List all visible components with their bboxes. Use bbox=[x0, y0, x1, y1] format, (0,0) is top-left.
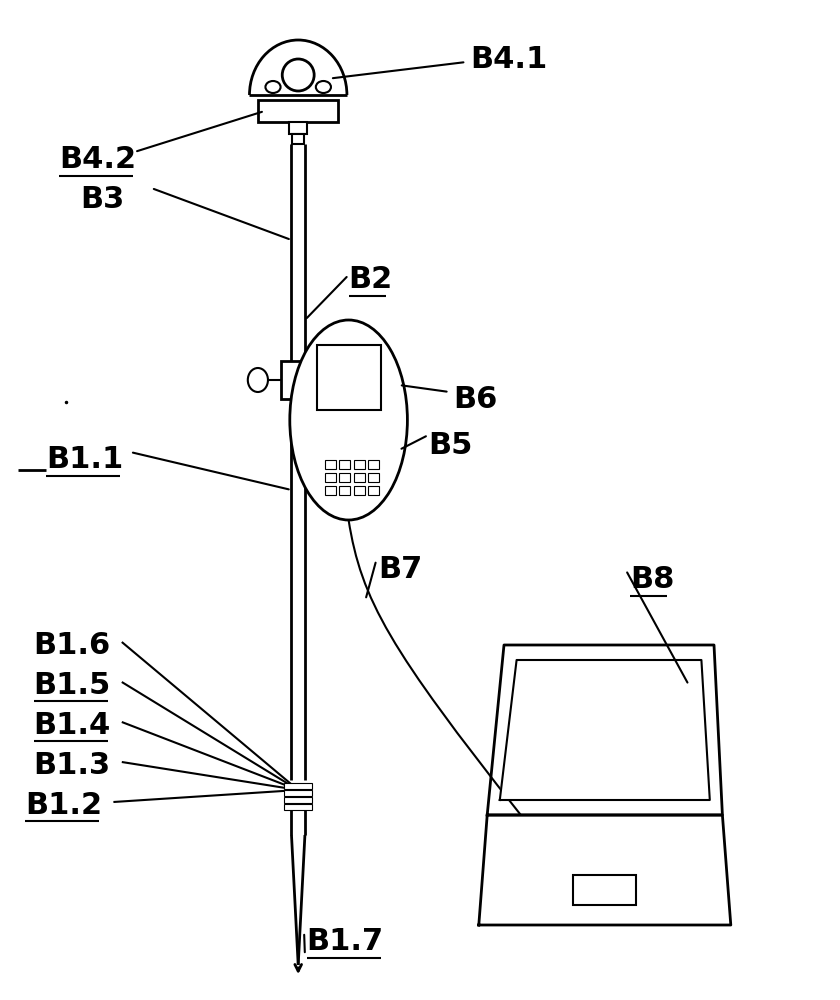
Bar bbox=[325, 460, 336, 469]
Text: B8: B8 bbox=[630, 566, 675, 594]
Polygon shape bbox=[500, 660, 710, 800]
Text: B3: B3 bbox=[80, 186, 124, 215]
Bar bbox=[284, 797, 312, 803]
Bar bbox=[368, 460, 379, 469]
Text: B1.5: B1.5 bbox=[34, 670, 111, 700]
Bar bbox=[259, 100, 339, 122]
Bar bbox=[573, 875, 637, 905]
Text: B4.1: B4.1 bbox=[470, 45, 548, 75]
Text: B1.3: B1.3 bbox=[34, 750, 111, 780]
Text: B1.6: B1.6 bbox=[34, 631, 111, 660]
Text: B5: B5 bbox=[428, 430, 473, 460]
Bar bbox=[354, 486, 365, 495]
Ellipse shape bbox=[290, 320, 407, 520]
Bar bbox=[368, 486, 379, 495]
Text: B1.7: B1.7 bbox=[307, 928, 384, 956]
Bar bbox=[339, 473, 350, 482]
Text: B1.2: B1.2 bbox=[25, 790, 102, 820]
Bar bbox=[325, 486, 336, 495]
Bar bbox=[284, 804, 312, 810]
Bar bbox=[292, 134, 304, 144]
Text: B4.2: B4.2 bbox=[59, 145, 136, 174]
Bar bbox=[284, 783, 312, 789]
Bar bbox=[281, 361, 315, 399]
Bar bbox=[325, 473, 336, 482]
Bar bbox=[339, 460, 350, 469]
Polygon shape bbox=[479, 815, 731, 925]
Bar bbox=[354, 473, 365, 482]
Text: B2: B2 bbox=[349, 265, 393, 294]
Bar bbox=[317, 345, 381, 410]
Polygon shape bbox=[487, 645, 722, 815]
Bar bbox=[289, 122, 307, 134]
Text: B1.4: B1.4 bbox=[34, 710, 111, 740]
Bar bbox=[284, 790, 312, 796]
Text: B1.1: B1.1 bbox=[46, 446, 123, 475]
Text: B6: B6 bbox=[454, 385, 498, 414]
Bar bbox=[354, 460, 365, 469]
Bar bbox=[339, 486, 350, 495]
Bar bbox=[368, 473, 379, 482]
Text: B7: B7 bbox=[378, 556, 423, 584]
